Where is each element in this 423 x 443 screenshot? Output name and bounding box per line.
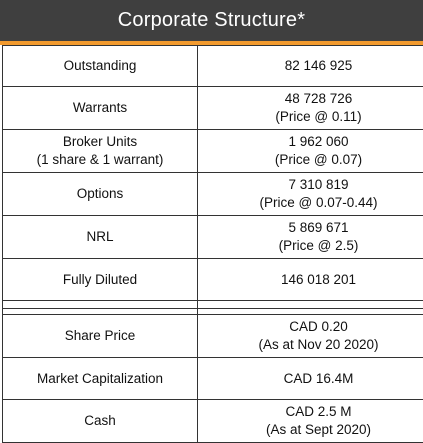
title-banner: Corporate Structure* (0, 0, 423, 41)
separator-cell (3, 301, 198, 309)
table-row: Options 7 310 819 (Price @ 0.07-0.44) (3, 173, 423, 216)
row-label: Warrants (3, 87, 198, 130)
table-row: Share Price CAD 0.20 (As at Nov 20 2020) (3, 315, 423, 358)
table-row: NRL 5 869 671 (Price @ 2.5) (3, 216, 423, 259)
separator-cell (198, 301, 423, 309)
row-value: CAD 2.5 M (As at Sept 2020) (198, 400, 423, 443)
row-label: Fully Diluted (3, 259, 198, 301)
separator-row (3, 301, 423, 309)
row-value: 5 869 671 (Price @ 2.5) (198, 216, 423, 259)
table-row: Broker Units (1 share & 1 warrant) 1 962… (3, 130, 423, 173)
table-row: Cash CAD 2.5 M (As at Sept 2020) (3, 400, 423, 443)
row-label: Options (3, 173, 198, 216)
row-value: CAD 16.4M (198, 358, 423, 400)
row-value: CAD 0.20 (As at Nov 20 2020) (198, 315, 423, 358)
structure-table: Outstanding 82 146 925 Warrants 48 728 7… (2, 45, 423, 443)
row-label: Share Price (3, 315, 198, 358)
row-value: 7 310 819 (Price @ 0.07-0.44) (198, 173, 423, 216)
table-row: Outstanding 82 146 925 (3, 46, 423, 87)
row-label: NRL (3, 216, 198, 259)
row-value: 82 146 925 (198, 46, 423, 87)
row-label: Cash (3, 400, 198, 443)
row-label: Broker Units (1 share & 1 warrant) (3, 130, 198, 173)
row-value: 1 962 060 (Price @ 0.07) (198, 130, 423, 173)
row-label: Outstanding (3, 46, 198, 87)
row-value: 48 728 726 (Price @ 0.11) (198, 87, 423, 130)
table-row: Market Capitalization CAD 16.4M (3, 358, 423, 400)
row-value: 146 018 201 (198, 259, 423, 301)
title: Corporate Structure* (118, 9, 305, 32)
table-row: Warrants 48 728 726 (Price @ 0.11) (3, 87, 423, 130)
row-label: Market Capitalization (3, 358, 198, 400)
table-row: Fully Diluted 146 018 201 (3, 259, 423, 301)
